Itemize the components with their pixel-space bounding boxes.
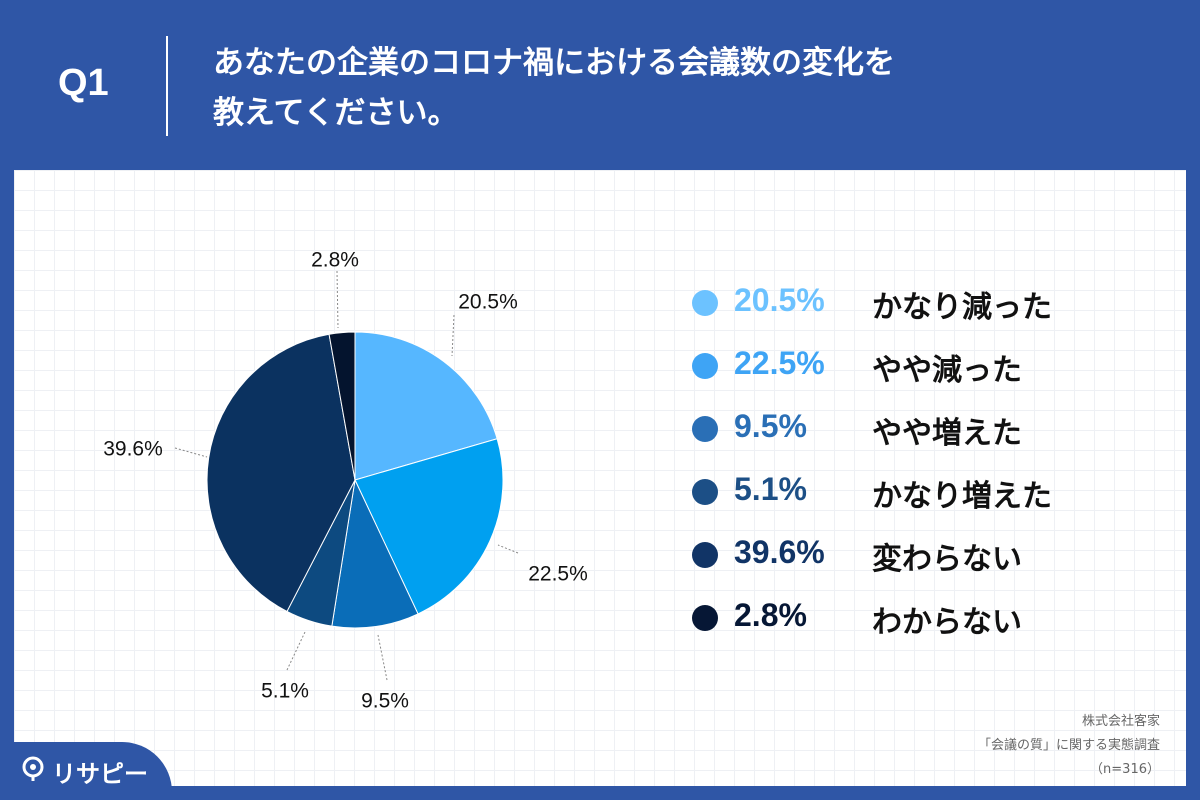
pie-data-label: 5.1% bbox=[261, 680, 309, 703]
pie-data-label: 20.5% bbox=[458, 291, 518, 314]
legend-value: 20.5% bbox=[734, 282, 825, 318]
pie-slice bbox=[354, 438, 504, 615]
legend-label: かなり増えた bbox=[872, 479, 1052, 514]
pie-data-label: 2.8% bbox=[311, 249, 359, 272]
legend-label: 変わらない bbox=[872, 542, 1022, 577]
pie-data-label: 22.5% bbox=[528, 563, 588, 586]
leader-line bbox=[451, 314, 455, 357]
header-band: Q1 あなたの企業のコロナ禍における会議数の変化を 教えてください。 bbox=[0, 0, 1200, 170]
legend-swatch bbox=[692, 353, 718, 379]
legend-swatch bbox=[692, 416, 718, 442]
legend-value: 2.8% bbox=[734, 597, 807, 633]
legend-item: 39.6% 変わらない bbox=[692, 522, 1112, 585]
question-title: あなたの企業のコロナ禍における会議数の変化を 教えてください。 bbox=[213, 38, 1113, 138]
leader-line bbox=[497, 544, 519, 554]
pie-data-label: 9.5% bbox=[361, 690, 409, 713]
legend-label: やや増えた bbox=[872, 416, 1022, 451]
pin-icon bbox=[22, 756, 44, 781]
legend-label: わからない bbox=[872, 605, 1022, 640]
legend-swatch bbox=[692, 605, 718, 631]
question-number: Q1 bbox=[58, 62, 109, 104]
legend-value: 22.5% bbox=[734, 345, 825, 381]
source-sample: （n=316） bbox=[1090, 762, 1160, 777]
legend-label: かなり減った bbox=[872, 290, 1052, 325]
brand-name: リサピー bbox=[52, 760, 148, 788]
brand-logo: リサピー bbox=[0, 742, 172, 800]
question-title-line-2: 教えてください。 bbox=[213, 95, 459, 131]
source-note: 株式会社客家 「会議の質」に関する実態調査 （n=316） bbox=[978, 710, 1160, 782]
legend-value: 39.6% bbox=[734, 534, 825, 570]
pie-slice bbox=[206, 333, 356, 613]
legend-value: 9.5% bbox=[734, 408, 807, 444]
source-survey: 「会議の質」に関する実態調査 bbox=[977, 738, 1160, 753]
legend-swatch bbox=[692, 290, 718, 316]
legend-swatch bbox=[692, 542, 718, 568]
legend-label: やや減った bbox=[872, 353, 1022, 388]
legend-swatch bbox=[692, 479, 718, 505]
leader-line bbox=[174, 447, 208, 458]
source-company: 株式会社客家 bbox=[1081, 714, 1160, 729]
pie-slice bbox=[331, 478, 419, 629]
legend-item: 2.8% わからない bbox=[692, 585, 1112, 648]
pie-slice bbox=[328, 331, 356, 481]
legend-item: 9.5% やや増えた bbox=[692, 396, 1112, 459]
pie-slice bbox=[354, 331, 498, 481]
legend: 20.5% かなり減った 22.5% やや減った 9.5% やや増えた 5.1%… bbox=[692, 270, 1112, 648]
legend-item: 20.5% かなり減った bbox=[692, 270, 1112, 333]
leader-line bbox=[286, 631, 306, 671]
leader-line bbox=[336, 270, 339, 329]
legend-item: 5.1% かなり増えた bbox=[692, 459, 1112, 522]
pie-data-label: 39.6% bbox=[103, 438, 163, 461]
leader-line bbox=[377, 634, 388, 681]
legend-item: 22.5% やや減った bbox=[692, 333, 1112, 396]
question-title-line-1: あなたの企業のコロナ禍における会議数の変化を bbox=[213, 45, 895, 81]
header-divider bbox=[166, 36, 168, 136]
legend-value: 5.1% bbox=[734, 471, 807, 507]
